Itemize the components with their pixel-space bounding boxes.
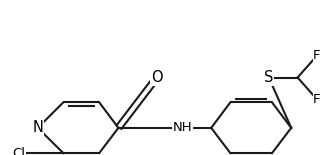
Text: F: F xyxy=(313,93,320,106)
Text: O: O xyxy=(151,70,163,85)
Text: S: S xyxy=(264,70,274,85)
Text: Cl: Cl xyxy=(13,147,26,155)
Text: F: F xyxy=(313,49,320,62)
Text: NH: NH xyxy=(172,121,192,134)
Text: N: N xyxy=(32,120,43,135)
